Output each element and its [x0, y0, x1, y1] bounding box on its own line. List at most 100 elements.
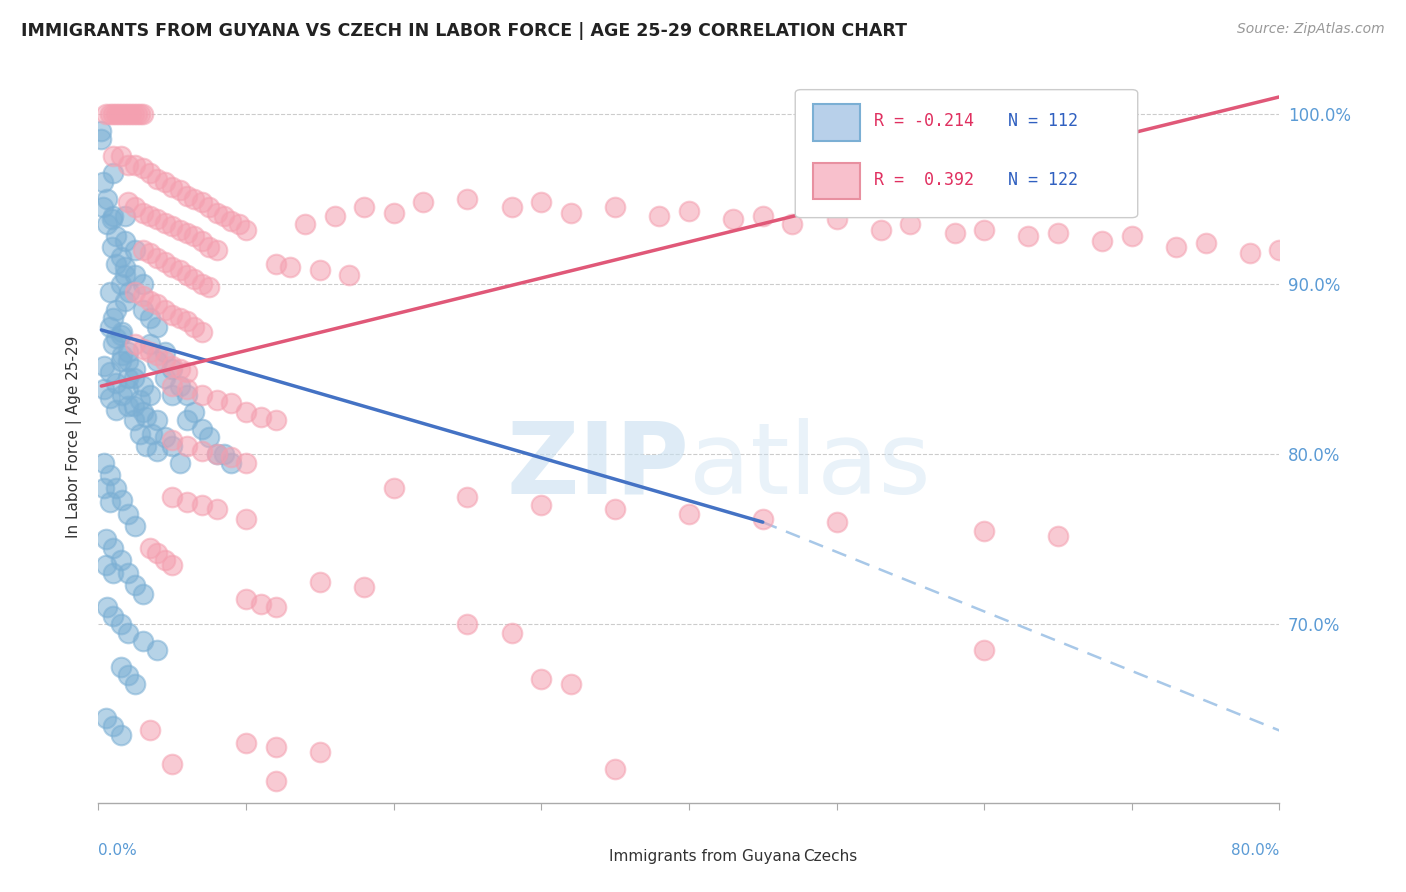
Point	[93, 383, 115, 397]
Point	[457, 617, 479, 632]
Point	[141, 426, 163, 441]
Point	[139, 541, 162, 555]
Point	[191, 277, 214, 291]
Point	[100, 239, 122, 253]
Point	[221, 396, 243, 410]
Point	[98, 391, 121, 405]
Point	[146, 642, 169, 657]
Point	[205, 205, 228, 219]
Point	[122, 413, 145, 427]
Point	[103, 566, 125, 581]
Point	[124, 201, 146, 215]
Point	[103, 311, 125, 326]
Point	[90, 132, 112, 146]
Point	[323, 209, 346, 223]
Point	[309, 263, 332, 277]
Point	[122, 400, 145, 414]
Point	[169, 311, 191, 326]
Point	[280, 260, 302, 274]
Text: Source: ZipAtlas.com: Source: ZipAtlas.com	[1237, 22, 1385, 37]
Point	[135, 439, 157, 453]
Point	[94, 711, 117, 725]
Point	[221, 214, 243, 228]
Point	[457, 192, 479, 206]
Point	[198, 280, 221, 294]
Point	[117, 158, 139, 172]
Point	[264, 413, 287, 427]
Point	[132, 243, 155, 257]
Point	[139, 209, 162, 223]
Point	[353, 580, 375, 594]
Point	[132, 342, 155, 356]
Point	[146, 348, 169, 362]
Point	[176, 494, 198, 508]
FancyBboxPatch shape	[813, 163, 860, 200]
Point	[124, 578, 146, 592]
Point	[530, 498, 553, 512]
Point	[169, 362, 191, 376]
FancyBboxPatch shape	[813, 104, 860, 141]
Text: N = 122: N = 122	[1008, 170, 1078, 188]
Point	[96, 192, 118, 206]
Point	[132, 289, 155, 303]
Point	[162, 434, 183, 448]
Point	[124, 243, 146, 257]
Point	[117, 507, 139, 521]
Text: 80.0%: 80.0%	[1232, 843, 1279, 858]
Point	[162, 558, 183, 572]
Point	[153, 302, 176, 317]
Point	[100, 212, 122, 227]
Point	[103, 166, 125, 180]
Point	[128, 392, 150, 407]
Point	[605, 501, 627, 516]
Point	[124, 677, 146, 691]
Point	[782, 218, 804, 232]
Point	[98, 285, 121, 300]
Point	[117, 400, 139, 414]
Point	[114, 260, 136, 274]
Point	[825, 212, 848, 227]
Point	[530, 195, 553, 210]
Point	[96, 600, 118, 615]
Point	[122, 107, 145, 121]
Point	[110, 328, 132, 343]
Text: Czechs: Czechs	[803, 848, 858, 863]
Point	[183, 319, 205, 334]
Point	[110, 728, 132, 742]
Point	[176, 383, 198, 397]
Point	[162, 260, 183, 274]
Point	[105, 481, 128, 495]
Text: IMMIGRANTS FROM GUYANA VS CZECH IN LABOR FORCE | AGE 25-29 CORRELATION CHART: IMMIGRANTS FROM GUYANA VS CZECH IN LABOR…	[21, 22, 907, 40]
Point	[117, 107, 139, 121]
Point	[139, 246, 162, 260]
Point	[250, 409, 273, 424]
Point	[339, 268, 361, 283]
Point	[162, 439, 183, 453]
Point	[117, 353, 139, 368]
Point	[132, 205, 155, 219]
Point	[135, 409, 157, 424]
Point	[110, 149, 132, 163]
Point	[132, 586, 155, 600]
Point	[162, 490, 183, 504]
Point	[110, 353, 132, 368]
Point	[90, 124, 112, 138]
Point	[205, 501, 228, 516]
Point	[191, 443, 214, 458]
Point	[162, 362, 183, 376]
Point	[98, 467, 121, 482]
Text: atlas: atlas	[689, 417, 931, 515]
Point	[1091, 235, 1114, 249]
Point	[191, 387, 214, 401]
Point	[723, 212, 745, 227]
Point	[103, 541, 125, 555]
Point	[122, 370, 145, 384]
Point	[132, 277, 155, 291]
Point	[176, 268, 198, 283]
Point	[114, 107, 136, 121]
Point	[103, 608, 125, 623]
Text: 0.0%: 0.0%	[98, 843, 138, 858]
Point	[169, 379, 191, 393]
Point	[412, 195, 434, 210]
Point	[198, 201, 221, 215]
